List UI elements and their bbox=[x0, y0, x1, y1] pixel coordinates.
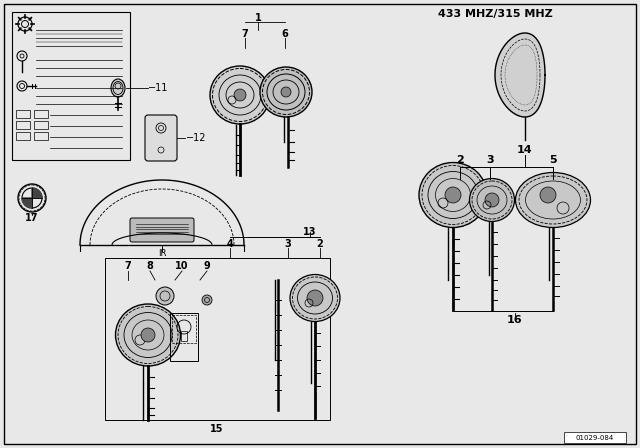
Text: 17: 17 bbox=[25, 213, 39, 223]
Ellipse shape bbox=[111, 79, 125, 97]
Bar bbox=[34, 121, 48, 129]
Bar bbox=[105, 258, 330, 420]
Text: −12: −12 bbox=[186, 133, 207, 143]
Text: 2: 2 bbox=[456, 155, 464, 165]
Bar bbox=[34, 132, 48, 140]
Bar bbox=[172, 315, 196, 343]
Text: 6: 6 bbox=[282, 29, 289, 39]
Bar bbox=[170, 313, 198, 361]
Bar bbox=[16, 121, 30, 129]
Circle shape bbox=[202, 295, 212, 305]
Text: 9: 9 bbox=[204, 261, 211, 271]
Ellipse shape bbox=[419, 163, 487, 228]
Bar bbox=[16, 132, 30, 140]
Text: 2: 2 bbox=[317, 239, 323, 249]
Text: 1: 1 bbox=[255, 13, 261, 23]
Text: 3: 3 bbox=[285, 239, 291, 249]
Text: 5: 5 bbox=[549, 155, 557, 165]
Text: 7: 7 bbox=[125, 261, 131, 271]
Text: 4: 4 bbox=[227, 239, 234, 249]
Text: 3: 3 bbox=[486, 155, 494, 165]
Text: 8: 8 bbox=[147, 261, 154, 271]
Circle shape bbox=[515, 55, 535, 75]
Text: 7: 7 bbox=[242, 29, 248, 39]
Polygon shape bbox=[22, 198, 32, 208]
FancyBboxPatch shape bbox=[130, 218, 194, 242]
Text: −11: −11 bbox=[148, 83, 168, 93]
Ellipse shape bbox=[515, 172, 591, 228]
Bar bbox=[564, 432, 626, 443]
Circle shape bbox=[511, 84, 523, 96]
Ellipse shape bbox=[115, 304, 180, 366]
Ellipse shape bbox=[470, 178, 515, 221]
Bar bbox=[12, 12, 130, 160]
Bar bbox=[181, 331, 187, 341]
Circle shape bbox=[540, 187, 556, 203]
Bar bbox=[16, 110, 30, 118]
Text: 15: 15 bbox=[211, 424, 224, 434]
Text: IR: IR bbox=[158, 249, 166, 258]
Circle shape bbox=[307, 290, 323, 306]
Polygon shape bbox=[495, 33, 545, 117]
Circle shape bbox=[156, 287, 174, 305]
Bar bbox=[34, 110, 48, 118]
Text: 13: 13 bbox=[303, 227, 317, 237]
Text: 14: 14 bbox=[517, 145, 533, 155]
Circle shape bbox=[234, 89, 246, 101]
Polygon shape bbox=[32, 188, 42, 198]
Circle shape bbox=[527, 81, 539, 93]
Circle shape bbox=[141, 328, 155, 342]
Circle shape bbox=[485, 193, 499, 207]
Text: 433 MHZ/315 MHZ: 433 MHZ/315 MHZ bbox=[438, 9, 552, 19]
Text: 01029-084: 01029-084 bbox=[576, 435, 614, 441]
Circle shape bbox=[445, 187, 461, 203]
Text: 10: 10 bbox=[175, 261, 189, 271]
Ellipse shape bbox=[210, 66, 270, 124]
Ellipse shape bbox=[260, 67, 312, 117]
Circle shape bbox=[281, 87, 291, 97]
Text: 16: 16 bbox=[507, 315, 523, 325]
FancyBboxPatch shape bbox=[145, 115, 177, 161]
Ellipse shape bbox=[290, 275, 340, 322]
